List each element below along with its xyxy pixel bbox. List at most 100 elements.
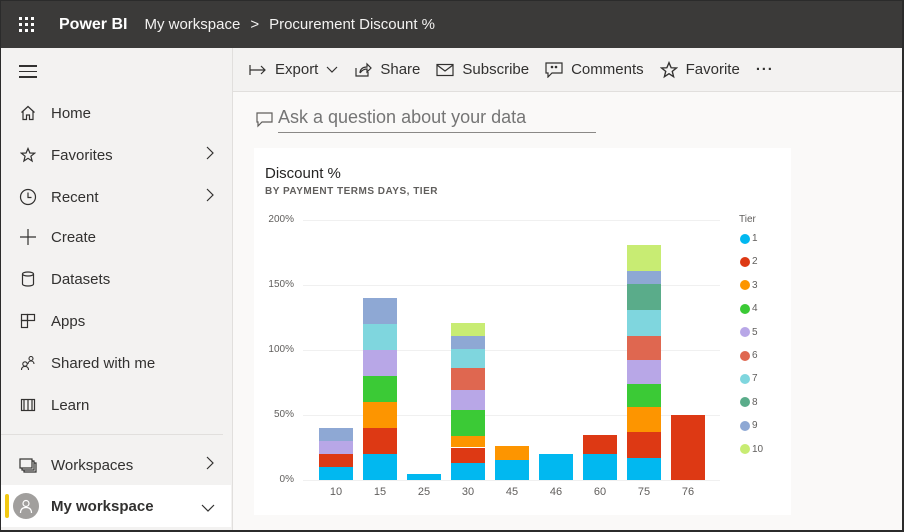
bar-segment-tier-1[interactable] <box>495 460 529 480</box>
legend-label: 4 <box>752 303 758 315</box>
sidebar-item-apps[interactable]: Apps <box>1 300 231 342</box>
breadcrumb-workspace[interactable]: My workspace <box>144 16 241 33</box>
bar-segment-tier-9[interactable] <box>319 428 353 441</box>
bar-segment-tier-1[interactable] <box>627 457 661 480</box>
bar-segment-tier-3[interactable] <box>363 402 397 428</box>
active-indicator <box>5 494 9 518</box>
bar-segment-tier-3[interactable] <box>451 435 485 448</box>
x-tick-label: 25 <box>417 486 431 498</box>
chart-title: Discount % <box>265 165 341 182</box>
legend-item-tier-10[interactable]: 10 <box>740 444 763 455</box>
brand-name[interactable]: Power BI <box>59 15 128 33</box>
legend-dot-icon <box>740 256 750 267</box>
bar-segment-tier-2[interactable] <box>363 428 397 454</box>
waffle-icon <box>18 17 34 32</box>
mail-icon <box>436 63 454 76</box>
sidebar-item-learn[interactable]: Learn <box>1 384 231 426</box>
bar-segment-tier-1[interactable] <box>407 473 441 480</box>
y-tick-label: 0% <box>279 474 294 485</box>
bar-45[interactable] <box>495 446 529 480</box>
sidebar-item-create[interactable]: Create <box>1 216 231 258</box>
legend-item-tier-7[interactable]: 7 <box>740 373 758 384</box>
action-toolbar: Export Share Subscribe Comments Favorite… <box>233 48 902 92</box>
bar-segment-tier-9[interactable] <box>363 298 397 324</box>
bar-segment-tier-4[interactable] <box>363 376 397 402</box>
bar-segment-tier-5[interactable] <box>627 360 661 384</box>
bar-10[interactable] <box>319 428 353 480</box>
bar-segment-tier-7[interactable] <box>451 348 485 369</box>
bar-30[interactable] <box>451 322 485 480</box>
bar-25[interactable] <box>407 473 441 480</box>
sidebar-item-datasets[interactable]: Datasets <box>1 258 231 300</box>
sidebar-item-home[interactable]: Home <box>1 92 231 134</box>
x-axis-line <box>303 480 720 481</box>
chevron-right-icon <box>205 146 215 164</box>
bar-segment-tier-2[interactable] <box>627 431 661 458</box>
bar-segment-tier-1[interactable] <box>451 463 485 480</box>
bar-segment-tier-3[interactable] <box>627 407 661 432</box>
chart-visual[interactable]: Discount % BY PAYMENT TERMS DAYS, TIER 2… <box>254 148 791 515</box>
chart-subtitle: BY PAYMENT TERMS DAYS, TIER <box>265 186 438 197</box>
bar-segment-tier-4[interactable] <box>627 383 661 408</box>
hamburger-icon[interactable] <box>19 65 37 82</box>
bar-segment-tier-2[interactable] <box>319 454 353 467</box>
favorite-button[interactable]: Favorite <box>659 60 740 79</box>
y-tick-label: 100% <box>268 344 294 355</box>
share-button[interactable]: Share <box>354 61 420 78</box>
legend-title: Tier <box>739 214 756 225</box>
bar-segment-tier-1[interactable] <box>319 467 353 480</box>
bar-segment-tier-7[interactable] <box>363 324 397 350</box>
bar-segment-tier-4[interactable] <box>451 409 485 436</box>
legend-item-tier-6[interactable]: 6 <box>740 350 758 361</box>
sidebar-item-favorites[interactable]: Favorites <box>1 134 231 176</box>
sidebar-item-recent[interactable]: Recent <box>1 176 231 218</box>
legend-item-tier-8[interactable]: 8 <box>740 397 758 408</box>
legend-label: 9 <box>752 420 758 432</box>
bar-segment-tier-2[interactable] <box>583 434 617 454</box>
bar-60[interactable] <box>583 434 617 480</box>
legend-item-tier-4[interactable]: 4 <box>740 303 758 314</box>
export-label: Export <box>275 61 319 78</box>
subscribe-button[interactable]: Subscribe <box>436 61 529 78</box>
sidebar-item-workspaces[interactable]: Workspaces <box>1 444 231 486</box>
sidebar-item-shared-with-me[interactable]: Shared with me <box>1 342 231 384</box>
bar-segment-tier-9[interactable] <box>627 270 661 284</box>
y-tick-label: 150% <box>268 279 294 290</box>
bar-segment-tier-5[interactable] <box>451 390 485 410</box>
bar-segment-tier-7[interactable] <box>627 309 661 336</box>
bar-segment-tier-10[interactable] <box>451 322 485 336</box>
legend-item-tier-2[interactable]: 2 <box>740 256 758 267</box>
comments-button[interactable]: Comments <box>545 61 644 78</box>
qa-input[interactable] <box>278 107 596 133</box>
bar-segment-tier-5[interactable] <box>319 441 353 454</box>
bar-76[interactable] <box>671 415 705 480</box>
legend-label: 6 <box>752 350 758 361</box>
app-launcher-button[interactable] <box>1 1 51 48</box>
bar-segment-tier-6[interactable] <box>627 335 661 361</box>
y-tick-label: 50% <box>273 409 294 420</box>
bar-segment-tier-2[interactable] <box>451 447 485 464</box>
bar-segment-tier-5[interactable] <box>363 350 397 376</box>
bar-segment-tier-6[interactable] <box>451 368 485 391</box>
bar-segment-tier-3[interactable] <box>495 446 529 461</box>
sidebar-item-my-workspace[interactable]: My workspace <box>1 485 231 527</box>
export-button[interactable]: Export <box>249 61 338 78</box>
share-label: Share <box>380 61 421 78</box>
clock-icon <box>19 188 37 206</box>
bar-segment-tier-8[interactable] <box>627 283 661 310</box>
bar-segment-tier-1[interactable] <box>583 454 617 480</box>
subscribe-label: Subscribe <box>462 61 530 78</box>
bar-segment-tier-9[interactable] <box>451 335 485 349</box>
bar-segment-tier-2[interactable] <box>671 415 705 480</box>
more-options-button[interactable]: ··· <box>756 61 774 78</box>
bar-segment-tier-1[interactable] <box>363 454 397 480</box>
bar-segment-tier-10[interactable] <box>627 244 661 271</box>
bar-46[interactable] <box>539 454 573 480</box>
legend-item-tier-1[interactable]: 1 <box>740 233 758 244</box>
bar-15[interactable] <box>363 298 397 480</box>
bar-75[interactable] <box>627 244 661 480</box>
legend-item-tier-9[interactable]: 9 <box>740 420 758 431</box>
legend-item-tier-3[interactable]: 3 <box>740 280 758 291</box>
bar-segment-tier-1[interactable] <box>539 454 573 480</box>
legend-item-tier-5[interactable]: 5 <box>740 327 758 338</box>
